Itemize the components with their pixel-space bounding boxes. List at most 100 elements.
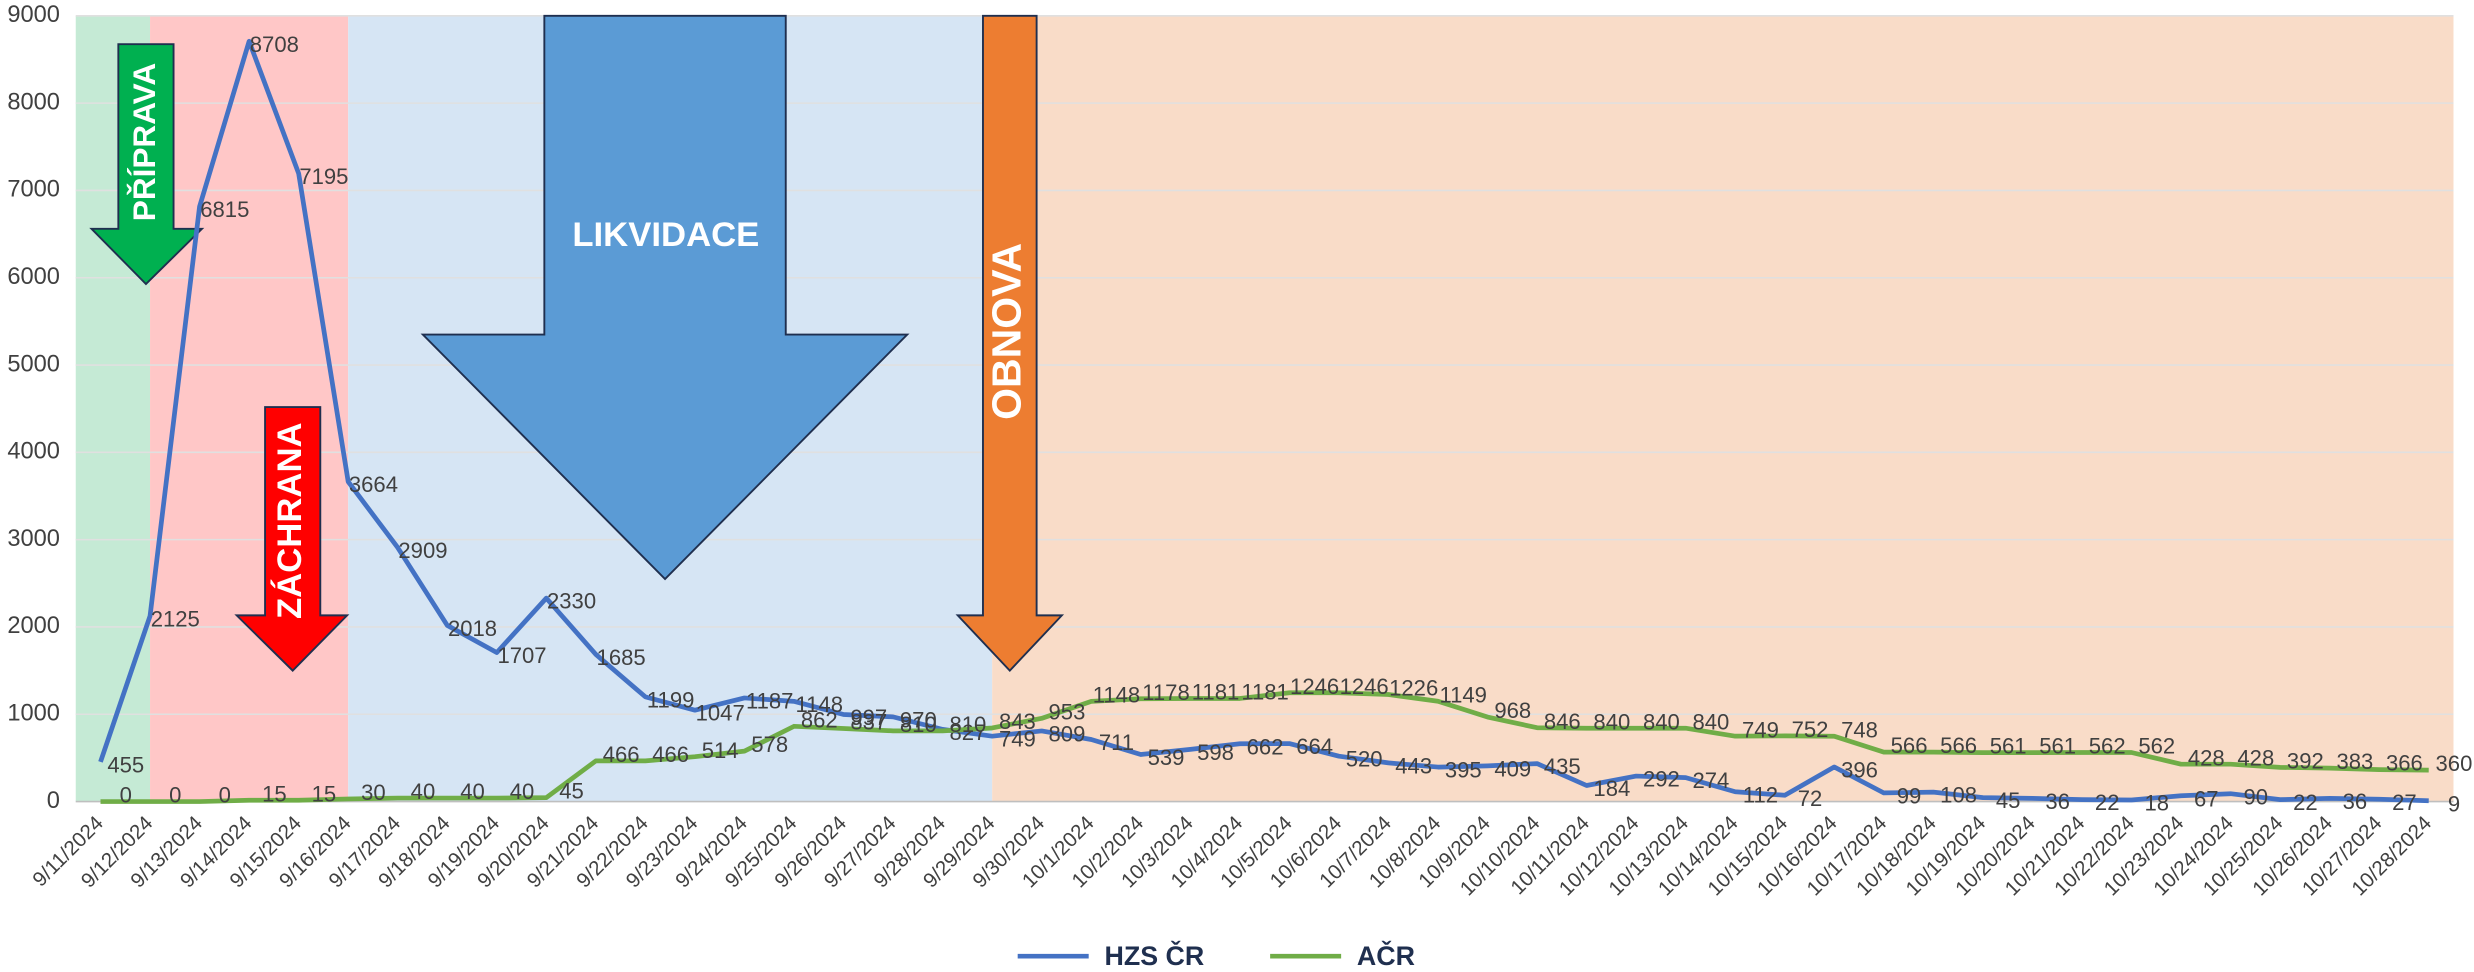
data-label: 1246 — [1340, 674, 1389, 699]
data-label: 15 — [262, 781, 287, 806]
data-label: 40 — [510, 779, 535, 804]
data-label: 752 — [1792, 717, 1829, 742]
phase-label: OBNOVA — [984, 243, 1030, 420]
data-label: 40 — [460, 779, 485, 804]
data-label: 2330 — [547, 589, 596, 614]
data-label: 561 — [1990, 734, 2027, 759]
phase-label: LIKVIDACE — [572, 216, 759, 254]
data-label: 566 — [1891, 733, 1928, 758]
data-label: 466 — [603, 742, 640, 767]
data-label: 443 — [1395, 753, 1432, 778]
y-tick-label: 3000 — [7, 526, 60, 552]
phase-label: ZÁCHRANA — [269, 422, 309, 619]
data-label: 749 — [1742, 717, 1779, 742]
data-label: 562 — [2089, 734, 2126, 759]
legend-label: HZS ČR — [1104, 939, 1204, 971]
legend-label: AČR — [1357, 939, 1415, 971]
data-label: 539 — [1148, 745, 1185, 770]
data-label: 514 — [702, 738, 739, 763]
data-label: 45 — [559, 779, 584, 804]
data-label: 1181 — [1241, 680, 1288, 705]
data-label: 409 — [1494, 756, 1531, 781]
data-label: 810 — [900, 712, 937, 737]
data-label: 0 — [169, 783, 181, 808]
data-label: 810 — [949, 712, 986, 737]
data-label: 428 — [2188, 745, 2225, 770]
data-label: 968 — [1494, 698, 1531, 723]
data-label: 435 — [1544, 754, 1581, 779]
data-label: 67 — [2194, 786, 2219, 811]
data-label: 578 — [751, 732, 788, 757]
data-label: 22 — [2095, 790, 2120, 815]
data-label: 72 — [1798, 786, 1823, 811]
data-label: 36 — [2045, 789, 2070, 814]
data-label: 366 — [2386, 751, 2423, 776]
data-label: 3664 — [349, 472, 398, 497]
data-label: 840 — [1692, 709, 1729, 734]
data-label: 1148 — [1093, 682, 1140, 707]
y-tick-label: 7000 — [7, 177, 60, 203]
data-label: 840 — [1643, 709, 1680, 734]
y-tick-label: 5000 — [7, 351, 60, 377]
data-label: 598 — [1197, 740, 1234, 765]
data-label: 970 — [900, 707, 937, 732]
data-label: 90 — [2244, 784, 2269, 809]
data-label: 22 — [2293, 790, 2318, 815]
data-label: 1246 — [1290, 674, 1339, 699]
data-label: 30 — [361, 780, 386, 805]
data-label: 0 — [219, 783, 231, 808]
data-label: 112 — [1743, 782, 1778, 807]
data-label: 108 — [1940, 783, 1977, 808]
data-label: 749 — [999, 727, 1036, 752]
data-label: 466 — [652, 742, 689, 767]
data-label: 1149 — [1439, 682, 1486, 707]
phase-arrow — [234, 406, 350, 672]
data-label: 27 — [2392, 790, 2417, 815]
series-line — [98, 38, 2429, 804]
data-label: 846 — [1544, 709, 1581, 734]
data-label: 383 — [2336, 749, 2373, 774]
data-label: 2125 — [151, 607, 200, 632]
phase-arrow — [420, 14, 910, 581]
data-label: 1148 — [796, 692, 843, 717]
data-label: 662 — [1247, 734, 1284, 759]
data-label: 1707 — [497, 643, 546, 668]
data-label: 2018 — [448, 616, 497, 641]
data-label: 392 — [2287, 748, 2324, 773]
data-label: 0 — [120, 783, 132, 808]
series-line — [100, 690, 2429, 804]
data-label: 6815 — [200, 197, 249, 222]
phase-label: PŘÍPRAVA — [126, 63, 162, 221]
data-label: 360 — [2436, 751, 2473, 776]
data-label: 99 — [1897, 783, 1922, 808]
data-label: 561 — [2039, 734, 2076, 759]
data-label: 997 — [850, 705, 887, 730]
data-label: 45 — [1996, 788, 2021, 813]
phase-arrow — [89, 43, 205, 286]
data-label: 8708 — [250, 32, 299, 57]
data-label: 40 — [411, 779, 436, 804]
data-label: 1187 — [746, 688, 793, 713]
data-label: 520 — [1346, 747, 1383, 772]
data-label: 711 — [1099, 730, 1134, 755]
data-label: 840 — [1593, 709, 1630, 734]
data-label: 9 — [2448, 791, 2460, 816]
data-label: 837 — [850, 710, 887, 735]
data-label: 1226 — [1389, 676, 1438, 701]
data-label: 395 — [1445, 758, 1482, 783]
data-label: 1685 — [597, 645, 646, 670]
data-label: 566 — [1940, 733, 1977, 758]
data-label: 36 — [2343, 789, 2368, 814]
y-tick-label: 2000 — [7, 613, 60, 639]
data-label: 1181 — [1192, 680, 1239, 705]
y-tick-label: 9000 — [7, 2, 60, 28]
data-label: 1199 — [647, 687, 694, 712]
data-label: 1178 — [1142, 680, 1189, 705]
data-label: 428 — [2237, 745, 2274, 770]
data-label: 396 — [1841, 758, 1878, 783]
data-label: 274 — [1692, 768, 1729, 793]
data-label: 862 — [801, 707, 838, 732]
data-label: 843 — [999, 709, 1036, 734]
data-label: 7195 — [299, 164, 348, 189]
